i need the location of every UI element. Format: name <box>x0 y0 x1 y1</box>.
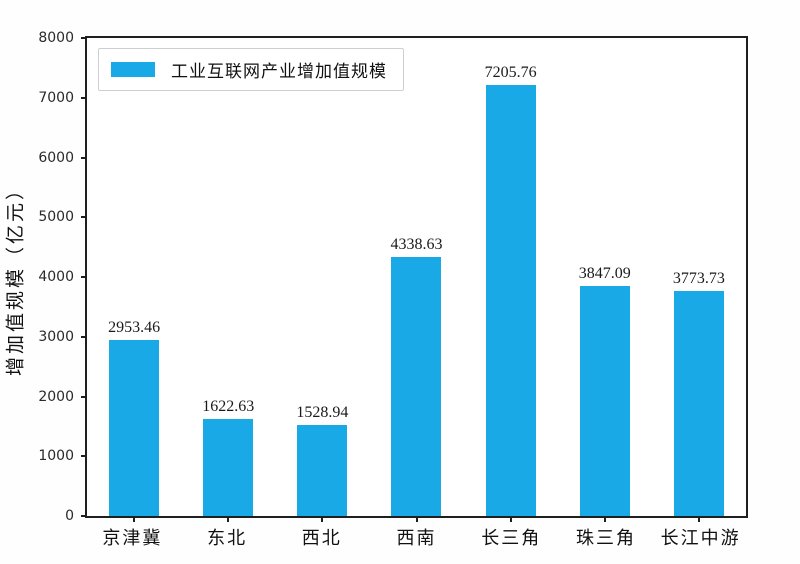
legend-label: 工业互联网产业增加值规模 <box>171 62 387 82</box>
x-tick-label: 西南 <box>396 528 437 548</box>
legend: 工业互联网产业增加值规模 <box>98 48 404 91</box>
y-tick: 0 <box>65 508 87 524</box>
bar <box>297 424 348 516</box>
y-tick-label: 2000 <box>38 388 74 405</box>
bar <box>203 419 254 516</box>
x-tick-mark <box>227 516 230 522</box>
x-tick-label: 长江中游 <box>660 528 741 548</box>
y-tick-label: 0 <box>65 508 74 524</box>
bar-slot: 4338.63 <box>369 38 463 516</box>
y-axis-title: 增加值规模（亿元） <box>5 177 27 377</box>
bar <box>391 256 442 516</box>
bar-slot: 3847.09 <box>558 38 652 516</box>
x-tick-mark <box>415 516 418 522</box>
legend-swatch-icon <box>111 62 155 77</box>
y-tick-mark <box>81 37 87 39</box>
y-tick-mark <box>81 515 87 517</box>
y-tick-label: 3000 <box>38 328 74 345</box>
y-tick: 8000 <box>38 30 87 46</box>
y-tick: 3000 <box>38 329 87 345</box>
x-tick-mark <box>133 516 136 522</box>
bar <box>579 286 630 516</box>
bar-slot: 3773.73 <box>652 38 746 516</box>
bar-value-label: 4338.63 <box>390 235 443 253</box>
x-tick-label: 西北 <box>301 528 342 548</box>
y-tick-mark <box>81 96 87 99</box>
x-tick-label: 东北 <box>207 528 248 548</box>
bar-value-label: 1528.94 <box>296 403 349 421</box>
y-tick-label: 6000 <box>38 149 74 166</box>
x-tick-label: 京津冀 <box>102 528 163 548</box>
bar-slot: 1528.94 <box>275 38 369 516</box>
x-tick-label: 珠三角 <box>575 528 636 548</box>
plot-area: 2953.46 1622.63 1528.94 4338.63 7205.76 3847.… <box>38 30 748 524</box>
y-tick-mark <box>81 395 87 398</box>
bar-value-label: 1622.63 <box>202 398 255 416</box>
bar-slot: 2953.46 <box>87 38 181 516</box>
y-tick: 5000 <box>38 209 87 225</box>
y-tick-mark <box>81 156 87 159</box>
y-tick-label: 5000 <box>38 209 74 226</box>
bar <box>673 290 724 516</box>
bar-slot: 1622.63 <box>181 38 275 516</box>
y-tick-label: 4000 <box>38 269 74 285</box>
y-tick-label: 1000 <box>38 448 74 465</box>
x-tick-mark <box>321 516 324 522</box>
bar <box>109 339 160 516</box>
x-tick-mark <box>603 516 606 522</box>
y-tick: 7000 <box>38 90 87 106</box>
bar <box>485 85 536 516</box>
y-tick-mark <box>81 216 87 219</box>
y-tick: 4000 <box>38 269 87 285</box>
y-tick-label: 7000 <box>38 89 74 106</box>
bar-value-label: 3847.09 <box>578 265 631 283</box>
x-tick-mark <box>697 516 700 522</box>
y-tick-label: 8000 <box>38 30 74 46</box>
x-tick-mark <box>509 516 512 522</box>
bar-value-label: 7205.76 <box>484 64 537 82</box>
bar-value-label: 3773.73 <box>672 269 725 287</box>
y-tick-mark <box>81 276 87 278</box>
y-tick: 2000 <box>38 389 87 405</box>
x-labels-container: 京津冀 东北 西北 西南 长三角 珠三角 长江中游 <box>85 524 748 550</box>
y-tick-mark <box>81 335 87 338</box>
bar-slot: 7205.76 <box>464 38 558 516</box>
y-tick-mark <box>81 455 87 458</box>
y-tick: 1000 <box>38 448 87 464</box>
bars-container: 2953.46 1622.63 1528.94 4338.63 7205.76 3847.… <box>87 38 746 516</box>
y-tick: 6000 <box>38 150 87 166</box>
x-tick-label: 长三角 <box>481 528 542 548</box>
bar-value-label: 2953.46 <box>108 318 161 336</box>
